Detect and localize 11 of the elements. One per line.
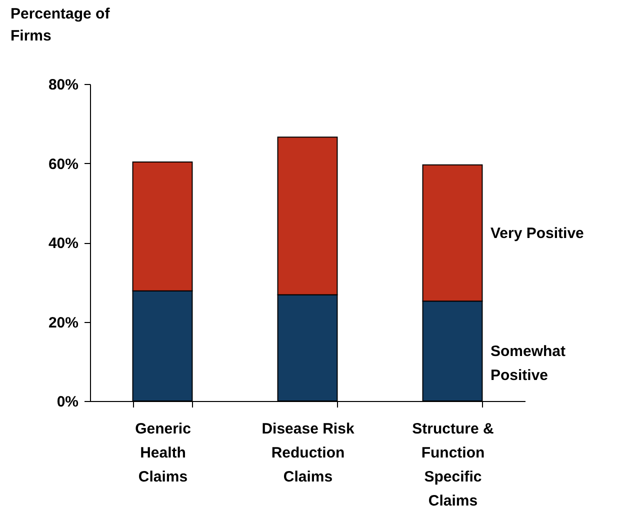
y-tick-label: 40%	[48, 235, 78, 252]
series-label: Somewhat Positive	[490, 343, 566, 384]
series-label: Very Positive	[490, 224, 584, 242]
x-tick-label: Disease Risk Reduction Claims	[262, 420, 355, 486]
x-tick-label: Structure & Function Specific Claims	[412, 420, 494, 506]
y-tick-label: 80%	[48, 76, 78, 94]
y-axis-title: Percentage of Firms	[10, 6, 111, 44]
x-tick-label: Generic Health Claims	[135, 420, 191, 486]
y-tick-label: 60%	[48, 156, 78, 173]
y-tick-label: 20%	[48, 314, 78, 332]
y-tick-label: 0%	[56, 394, 78, 410]
